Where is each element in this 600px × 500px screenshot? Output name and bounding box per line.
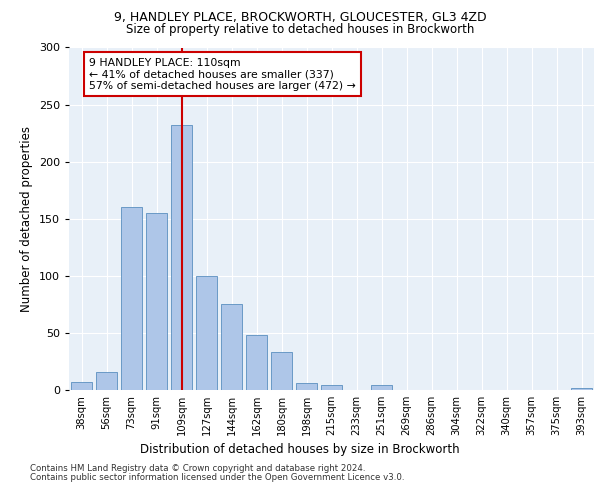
Bar	[371, 386, 392, 390]
Bar	[221, 304, 242, 390]
Y-axis label: Number of detached properties: Number of detached properties	[20, 126, 33, 312]
Text: 9, HANDLEY PLACE, BROCKWORTH, GLOUCESTER, GL3 4ZD: 9, HANDLEY PLACE, BROCKWORTH, GLOUCESTER…	[113, 12, 487, 24]
Bar	[271, 352, 292, 390]
Bar	[146, 213, 167, 390]
Text: Distribution of detached houses by size in Brockworth: Distribution of detached houses by size …	[140, 442, 460, 456]
Bar	[96, 372, 117, 390]
Text: Size of property relative to detached houses in Brockworth: Size of property relative to detached ho…	[126, 22, 474, 36]
Bar	[321, 386, 342, 390]
Bar	[121, 208, 142, 390]
Text: Contains HM Land Registry data © Crown copyright and database right 2024.: Contains HM Land Registry data © Crown c…	[30, 464, 365, 473]
Text: 9 HANDLEY PLACE: 110sqm
← 41% of detached houses are smaller (337)
57% of semi-d: 9 HANDLEY PLACE: 110sqm ← 41% of detache…	[89, 58, 356, 91]
Bar	[571, 388, 592, 390]
Bar	[196, 276, 217, 390]
Bar	[71, 382, 92, 390]
Bar	[171, 125, 192, 390]
Bar	[296, 383, 317, 390]
Bar	[246, 335, 267, 390]
Text: Contains public sector information licensed under the Open Government Licence v3: Contains public sector information licen…	[30, 474, 404, 482]
